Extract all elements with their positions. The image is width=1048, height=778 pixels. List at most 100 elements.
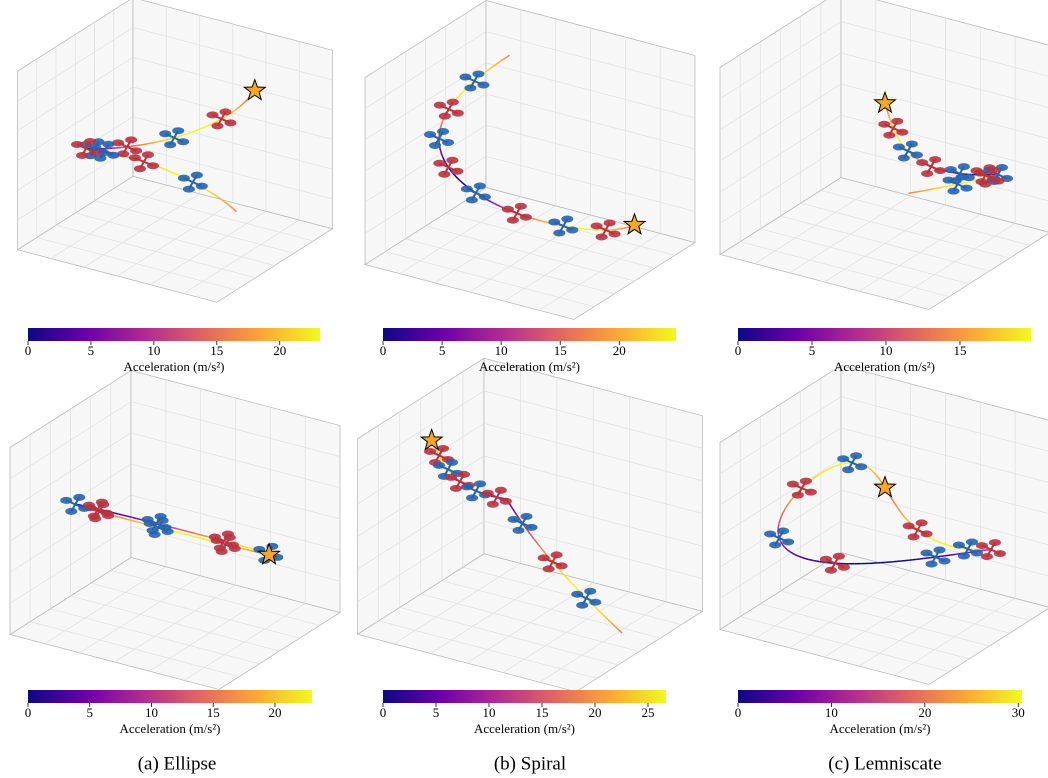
- trajectory: [118, 514, 122, 515]
- trajectory: [924, 558, 931, 559]
- axes-3d: [358, 358, 703, 692]
- trajectory: [944, 555, 950, 556]
- tick-label: 0: [380, 343, 387, 358]
- colorbar: [383, 690, 666, 703]
- tick-label: 10: [145, 705, 158, 720]
- tick-label: 10: [495, 343, 508, 358]
- trajectory: [628, 227, 630, 228]
- tick-label: 20: [273, 343, 286, 358]
- trajectory: [924, 190, 928, 191]
- trajectory: [154, 142, 158, 143]
- caption: (a) Ellipse: [138, 753, 217, 774]
- trajectory: [247, 550, 250, 551]
- tick-label: 5: [439, 343, 446, 358]
- trajectory: [892, 124, 893, 126]
- trajectory: [437, 452, 438, 453]
- trajectory: [968, 181, 971, 182]
- trajectory: [158, 141, 162, 142]
- trajectory: [140, 144, 143, 145]
- colorbar-label: Acceleration (m/s²): [479, 359, 580, 374]
- tick-label: 10: [879, 343, 892, 358]
- trajectory: [966, 182, 969, 183]
- trajectory: [893, 561, 901, 562]
- trajectory: [445, 466, 446, 467]
- trajectory: [890, 118, 891, 120]
- tick-label: 15: [953, 343, 966, 358]
- trajectory: [916, 559, 923, 560]
- trajectory: [545, 222, 549, 223]
- trajectory: [888, 114, 889, 116]
- trajectory: [888, 112, 889, 114]
- caption: (b) Spiral: [494, 753, 566, 774]
- colorbar: [738, 690, 1022, 703]
- caption: (c) Lemniscate: [828, 753, 941, 774]
- trajectory: [939, 187, 943, 188]
- trajectory: [901, 560, 909, 561]
- trajectory: [947, 186, 950, 187]
- trajectory: [897, 135, 898, 137]
- trajectory: [247, 547, 251, 548]
- trajectory: [890, 120, 891, 122]
- tick-label: 20: [268, 705, 281, 720]
- tick-label: 15: [210, 343, 223, 358]
- tick-label: 5: [88, 343, 95, 358]
- tick-label: 0: [735, 705, 742, 720]
- axes-3d: [10, 371, 340, 690]
- trajectory: [177, 136, 181, 137]
- trajectory: [909, 559, 917, 560]
- trajectory: [896, 133, 897, 135]
- trajectory: [897, 137, 898, 139]
- trajectory: [912, 192, 916, 193]
- trajectory: [887, 111, 888, 113]
- tick-label: 0: [25, 705, 32, 720]
- tick-label: 25: [641, 705, 654, 720]
- trajectory: [243, 546, 247, 547]
- trajectory: [144, 144, 148, 145]
- trajectory: [162, 140, 166, 141]
- axes-3d: [720, 366, 1048, 685]
- trajectory: [950, 185, 953, 186]
- trajectory: [442, 121, 443, 123]
- tick-label: 10: [147, 343, 160, 358]
- tick-label: 15: [535, 705, 548, 720]
- trajectory: [440, 149, 441, 151]
- colorbar: [28, 690, 312, 703]
- trajectory: [534, 219, 538, 220]
- trajectory: [920, 191, 924, 192]
- trajectory: [147, 143, 151, 144]
- colorbar-label: Acceleration (m/s²): [834, 359, 935, 374]
- trajectory: [889, 116, 890, 118]
- trajectory: [938, 556, 945, 557]
- trajectory: [437, 451, 438, 452]
- axes-3d: [18, 0, 333, 302]
- trajectory: [963, 182, 966, 183]
- trajectory: [928, 189, 932, 190]
- trajectory: [891, 122, 892, 124]
- tick-label: 0: [380, 705, 387, 720]
- trajectory: [814, 561, 820, 562]
- figure: (a) Ellipse (b) Spiral (c) Lemniscate 0 5…: [0, 0, 1048, 778]
- trajectory: [877, 562, 885, 563]
- tick-label: 20: [588, 705, 601, 720]
- trajectory: [779, 520, 780, 524]
- tick-label: 15: [554, 343, 567, 358]
- trajectory: [778, 524, 779, 528]
- trajectory: [151, 142, 155, 143]
- trajectory: [843, 463, 847, 464]
- trajectory: [436, 450, 437, 451]
- axes-3d: [720, 0, 1048, 310]
- tick-label: 20: [918, 705, 931, 720]
- colorbar: [383, 328, 676, 341]
- trajectory: [137, 145, 140, 146]
- trajectory: [443, 462, 444, 463]
- trajectory: [900, 140, 901, 142]
- trajectory: [908, 193, 912, 194]
- trajectory: [936, 188, 940, 189]
- trajectory: [951, 554, 957, 555]
- trajectory: [901, 142, 902, 144]
- trajectory: [898, 139, 899, 141]
- tick-label: 5: [809, 343, 816, 358]
- trajectory: [440, 457, 441, 458]
- trajectory: [541, 221, 545, 222]
- trajectory: [885, 562, 893, 563]
